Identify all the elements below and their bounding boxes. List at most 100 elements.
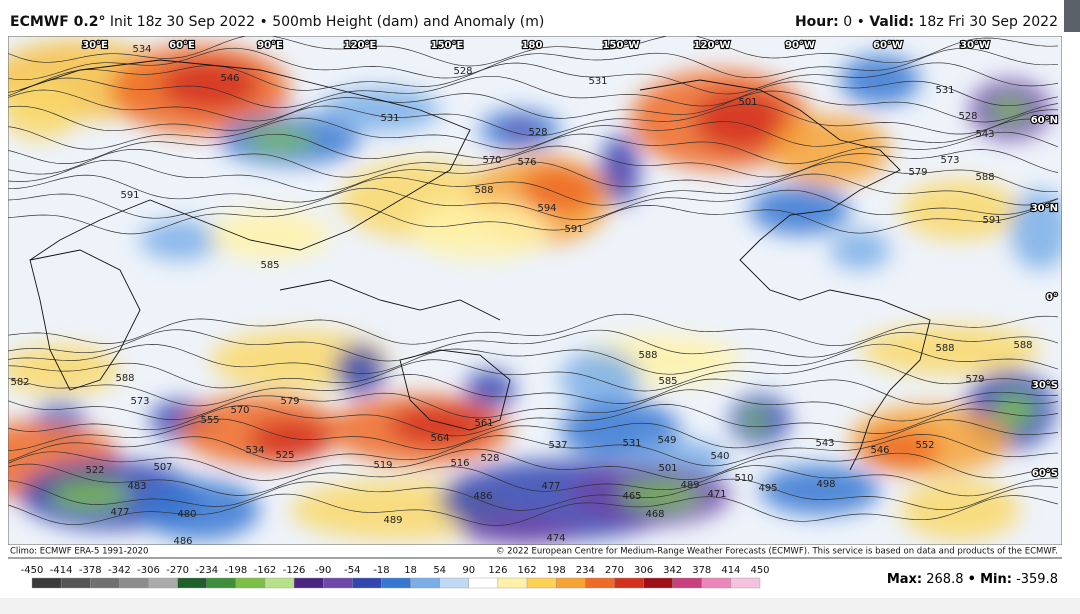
contour-label: 543 (815, 438, 834, 449)
colorbar-segment (468, 577, 499, 589)
contour-label: 507 (153, 462, 172, 473)
hour-label: Hour: (795, 14, 839, 30)
colorbar-segment (730, 577, 761, 589)
colorbar-tick-label: 450 (750, 565, 769, 576)
contour-label: 528 (528, 127, 547, 138)
contour-label: 528 (480, 453, 499, 464)
contour-label: 495 (758, 483, 777, 494)
colorbar-tick-label: 126 (488, 565, 507, 576)
contour-line (8, 103, 1059, 137)
anomaly-blob (860, 325, 1040, 375)
colorbar-tick-label: -90 (315, 565, 331, 576)
contour-label: 546 (220, 73, 239, 84)
hour: 0 (843, 14, 852, 30)
colorbar-tick-label: 414 (721, 565, 740, 576)
colorbar-segment (119, 577, 149, 589)
colorbar-tick-label: 18 (404, 565, 417, 576)
contour-label: 588 (975, 172, 994, 183)
colorbar-tick-label: -378 (79, 565, 102, 576)
contour-label: 561 (474, 418, 493, 429)
australia-coast (399, 349, 511, 431)
separator: • (968, 572, 976, 587)
valid-label: Valid: (869, 14, 914, 30)
model: ECMWF 0.2° (10, 14, 105, 30)
colorbar-segment (60, 577, 91, 589)
colorbar-segment (31, 577, 62, 589)
colorbar-segment (614, 577, 644, 589)
colorbar-tick-label: -54 (344, 565, 360, 576)
contour-label: 501 (658, 463, 677, 474)
colorbar-tick-label: -126 (283, 565, 306, 576)
header-left: ECMWF 0.2° Init 18z 30 Sep 2022 • 500mb … (10, 14, 544, 30)
contour-line (8, 89, 1059, 123)
contour-label: 591 (982, 215, 1001, 226)
contour-label: 564 (430, 433, 449, 444)
colorbar-segment (672, 577, 702, 589)
colorbar-segment (148, 577, 178, 589)
colorbar-segment (323, 577, 353, 589)
contour-line (8, 343, 1059, 375)
contour-label: 591 (564, 224, 583, 235)
contour-label: 549 (657, 435, 676, 446)
min-label: Min: (980, 572, 1012, 587)
anomaly-blob (750, 185, 850, 235)
contour-label: 588 (1013, 340, 1032, 351)
min: -359.8 (1016, 572, 1058, 587)
anomaly-blob (140, 220, 220, 260)
anomaly-blob (160, 60, 260, 110)
colorbar-tick-label: 234 (576, 565, 595, 576)
contour-label: 516 (450, 458, 469, 469)
max: 268.8 (926, 572, 963, 587)
colorbar-tick-label: -414 (50, 565, 73, 576)
max-min: Max: 268.8 • Min: -359.8 (887, 572, 1058, 587)
contour-label: 522 (85, 465, 104, 476)
contour-label: 585 (260, 260, 279, 271)
anomaly-blob (995, 392, 1035, 428)
colorbar-tick-label: -198 (224, 565, 247, 576)
colorbar-segment (526, 577, 557, 589)
colorbar-tick-label: 378 (692, 565, 711, 576)
contour-label: 582 (10, 377, 29, 388)
colorbar-tick-label: -18 (373, 565, 389, 576)
contour-label: 519 (373, 460, 392, 471)
anomaly-blob (695, 90, 785, 150)
contour-line (8, 478, 1059, 511)
longitude-label: 60°E (169, 40, 195, 51)
colorbar-tick-label: -234 (195, 565, 218, 576)
longitude-label: 180 (522, 40, 543, 51)
colorbar-tick-label: -162 (254, 565, 277, 576)
longitude-label: 90°W (785, 40, 815, 51)
contour-line (8, 329, 1059, 362)
colorbar-segment (90, 577, 120, 589)
contour-label: 531 (935, 85, 954, 96)
contour-label: 531 (622, 438, 641, 449)
anomaly-blob (830, 230, 890, 270)
contour-label: 594 (537, 203, 556, 214)
contour-line (8, 448, 1059, 481)
contour-label: 588 (935, 343, 954, 354)
colorbar-segment (235, 577, 266, 589)
anomaly-blob (900, 180, 1020, 240)
colorbar-segment (555, 577, 586, 589)
colorbar-segment (177, 577, 207, 589)
contour-label: 477 (541, 481, 560, 492)
contour-label: 534 (245, 445, 264, 456)
longitude-label: 120°E (344, 40, 377, 51)
contour-line (8, 404, 1059, 437)
contour-line (8, 389, 1059, 422)
colorbar-tick-label: 90 (462, 565, 475, 576)
contours (8, 36, 1059, 526)
contour-label: 555 (200, 415, 219, 426)
contour-label: 498 (816, 479, 835, 490)
contour-label: 579 (908, 167, 927, 178)
contour-line (8, 463, 1058, 497)
anomaly-blob (250, 420, 330, 460)
colorbar-segment (410, 577, 440, 589)
contour-line (8, 145, 1059, 178)
contour-line (8, 434, 1059, 467)
coastlines (19, 59, 931, 471)
contour-label: 579 (965, 374, 984, 385)
anomaly-blob (8, 80, 80, 140)
anomaly-blob (460, 515, 580, 545)
